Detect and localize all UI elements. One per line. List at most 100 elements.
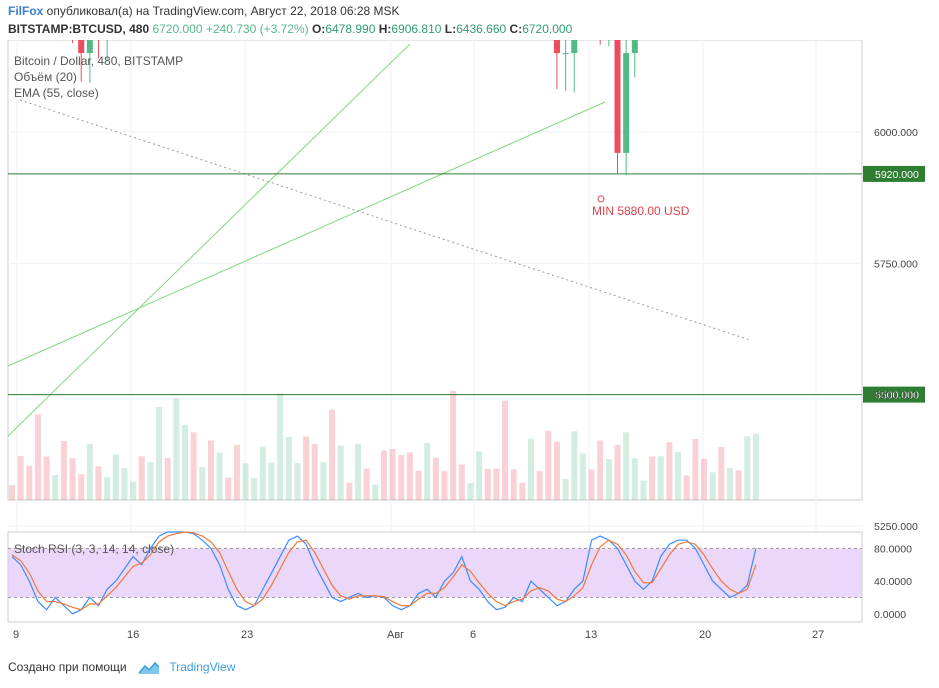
candle-body: [553, 40, 560, 54]
x-tick-label: 16: [127, 629, 139, 641]
volume-bar: [17, 456, 24, 500]
volume-bar: [614, 445, 621, 500]
footer-made-with: Создано при помощи: [8, 660, 127, 674]
volume-bar: [130, 481, 137, 500]
volume-bar: [372, 484, 379, 500]
volume-bar: [9, 485, 15, 500]
volume-bar: [52, 475, 59, 500]
channel-upper: [7, 43, 411, 437]
volume-bar: [43, 456, 50, 500]
candle-body: [571, 40, 578, 54]
level-label: 5920.000: [875, 169, 919, 181]
symbol-label: BITSTAMP:BTCUSD, 480: [8, 22, 150, 36]
volume-bar: [718, 447, 725, 500]
y-tick-label: 5250.000: [874, 521, 918, 533]
tradingview-logo-icon: [138, 661, 160, 674]
stoch-band: [8, 548, 862, 598]
legend-ema: EMA (55, close): [14, 86, 99, 100]
volume-bar: [510, 469, 517, 500]
x-tick-label: 6: [470, 629, 476, 641]
high-value: 6906.810: [391, 22, 442, 36]
volume-bar: [528, 438, 534, 500]
volume-bar: [709, 472, 716, 500]
close-value: 6720.000: [522, 22, 573, 36]
volume-bar: [380, 450, 387, 500]
volume-bar: [320, 462, 327, 500]
volume-bar: [571, 431, 578, 500]
volume-bar: [493, 468, 500, 500]
stoch-y-tick: 0.0000: [874, 609, 906, 621]
volume-bar: [484, 468, 491, 500]
volume-bar: [104, 477, 111, 500]
volume-bar: [406, 452, 413, 500]
volume-bar: [251, 478, 258, 500]
volume-bar: [329, 409, 336, 500]
price-pane: [7, 40, 863, 501]
volume-bar: [259, 446, 266, 500]
volume-bar: [545, 430, 552, 500]
stoch-y-tick: 40.0000: [874, 576, 912, 588]
x-tick-label: 9: [13, 629, 19, 641]
volume-bar: [752, 433, 759, 500]
author-name[interactable]: FilFox: [8, 4, 44, 18]
candle-body: [614, 40, 621, 153]
volume-bar: [683, 475, 690, 500]
legend-title: Bitcoin / Dollar, 480, BITSTAMP: [14, 54, 183, 68]
y-tick-label: 5500.000: [874, 390, 918, 402]
volume-bar: [692, 439, 699, 500]
volume-bar: [623, 432, 630, 500]
volume-bar: [744, 436, 751, 500]
chart-header: FilFox опубликовал(а) на TradingView.com…: [0, 0, 939, 40]
volume-bar: [138, 456, 145, 500]
x-tick-label: 20: [699, 629, 711, 641]
level-tag: [863, 386, 925, 403]
volume-bar: [476, 451, 483, 500]
volume-bar: [536, 471, 543, 500]
volume-bar: [562, 479, 569, 500]
volume-bar: [60, 441, 67, 500]
volume-bar: [346, 482, 353, 500]
volume-bar: [441, 471, 448, 500]
volume-bar: [579, 453, 586, 500]
open-label: O:: [311, 22, 326, 36]
y-tick-label: 6000.000: [874, 127, 918, 139]
last-price: 6720.000: [152, 22, 203, 36]
volume-bar: [182, 425, 188, 500]
channel-lower: [7, 101, 606, 367]
volume-bar: [701, 458, 707, 500]
legend-volume: Объём (20): [14, 70, 77, 84]
volume-bar: [640, 480, 647, 500]
volume-bar: [553, 441, 560, 500]
volume-bar: [78, 474, 85, 500]
volume-bar: [268, 462, 275, 500]
volume-bar: [199, 467, 206, 500]
volume-bar: [294, 463, 301, 500]
price-chart[interactable]: 38.20%(8479.59)23.60%(7766.94)0.00%(6615…: [0, 40, 939, 658]
low-value: 6436.660: [456, 22, 507, 36]
volume-bar: [86, 444, 93, 500]
candle-body: [86, 40, 93, 54]
x-tick-label: Авг: [387, 629, 404, 641]
volume-bar: [432, 457, 439, 500]
volume-bar: [467, 483, 474, 500]
candle-body: [78, 40, 85, 54]
volume-bar: [303, 436, 310, 500]
volume-bar: [147, 462, 154, 500]
volume-bar: [675, 452, 682, 500]
footer: Создано при помощи TradingView: [8, 660, 235, 675]
volume-bar: [216, 452, 223, 500]
x-tick-label: 13: [585, 629, 597, 641]
volume-bar: [233, 444, 240, 500]
publish-line: FilFox опубликовал(а) на TradingView.com…: [8, 4, 400, 18]
volume-bar: [164, 458, 171, 500]
volume-bar: [649, 456, 656, 500]
volume-bar: [424, 443, 431, 500]
volume-bar: [398, 455, 405, 500]
volume-bar: [631, 458, 638, 500]
volume-bar: [95, 466, 102, 500]
volume-bar: [207, 440, 214, 500]
candle-body: [623, 53, 630, 153]
footer-brand-link[interactable]: TradingView: [169, 660, 236, 674]
close-label: C:: [509, 22, 523, 36]
ohlc-line: BITSTAMP:BTCUSD, 480 6720.000 +240.730 (…: [8, 22, 572, 36]
